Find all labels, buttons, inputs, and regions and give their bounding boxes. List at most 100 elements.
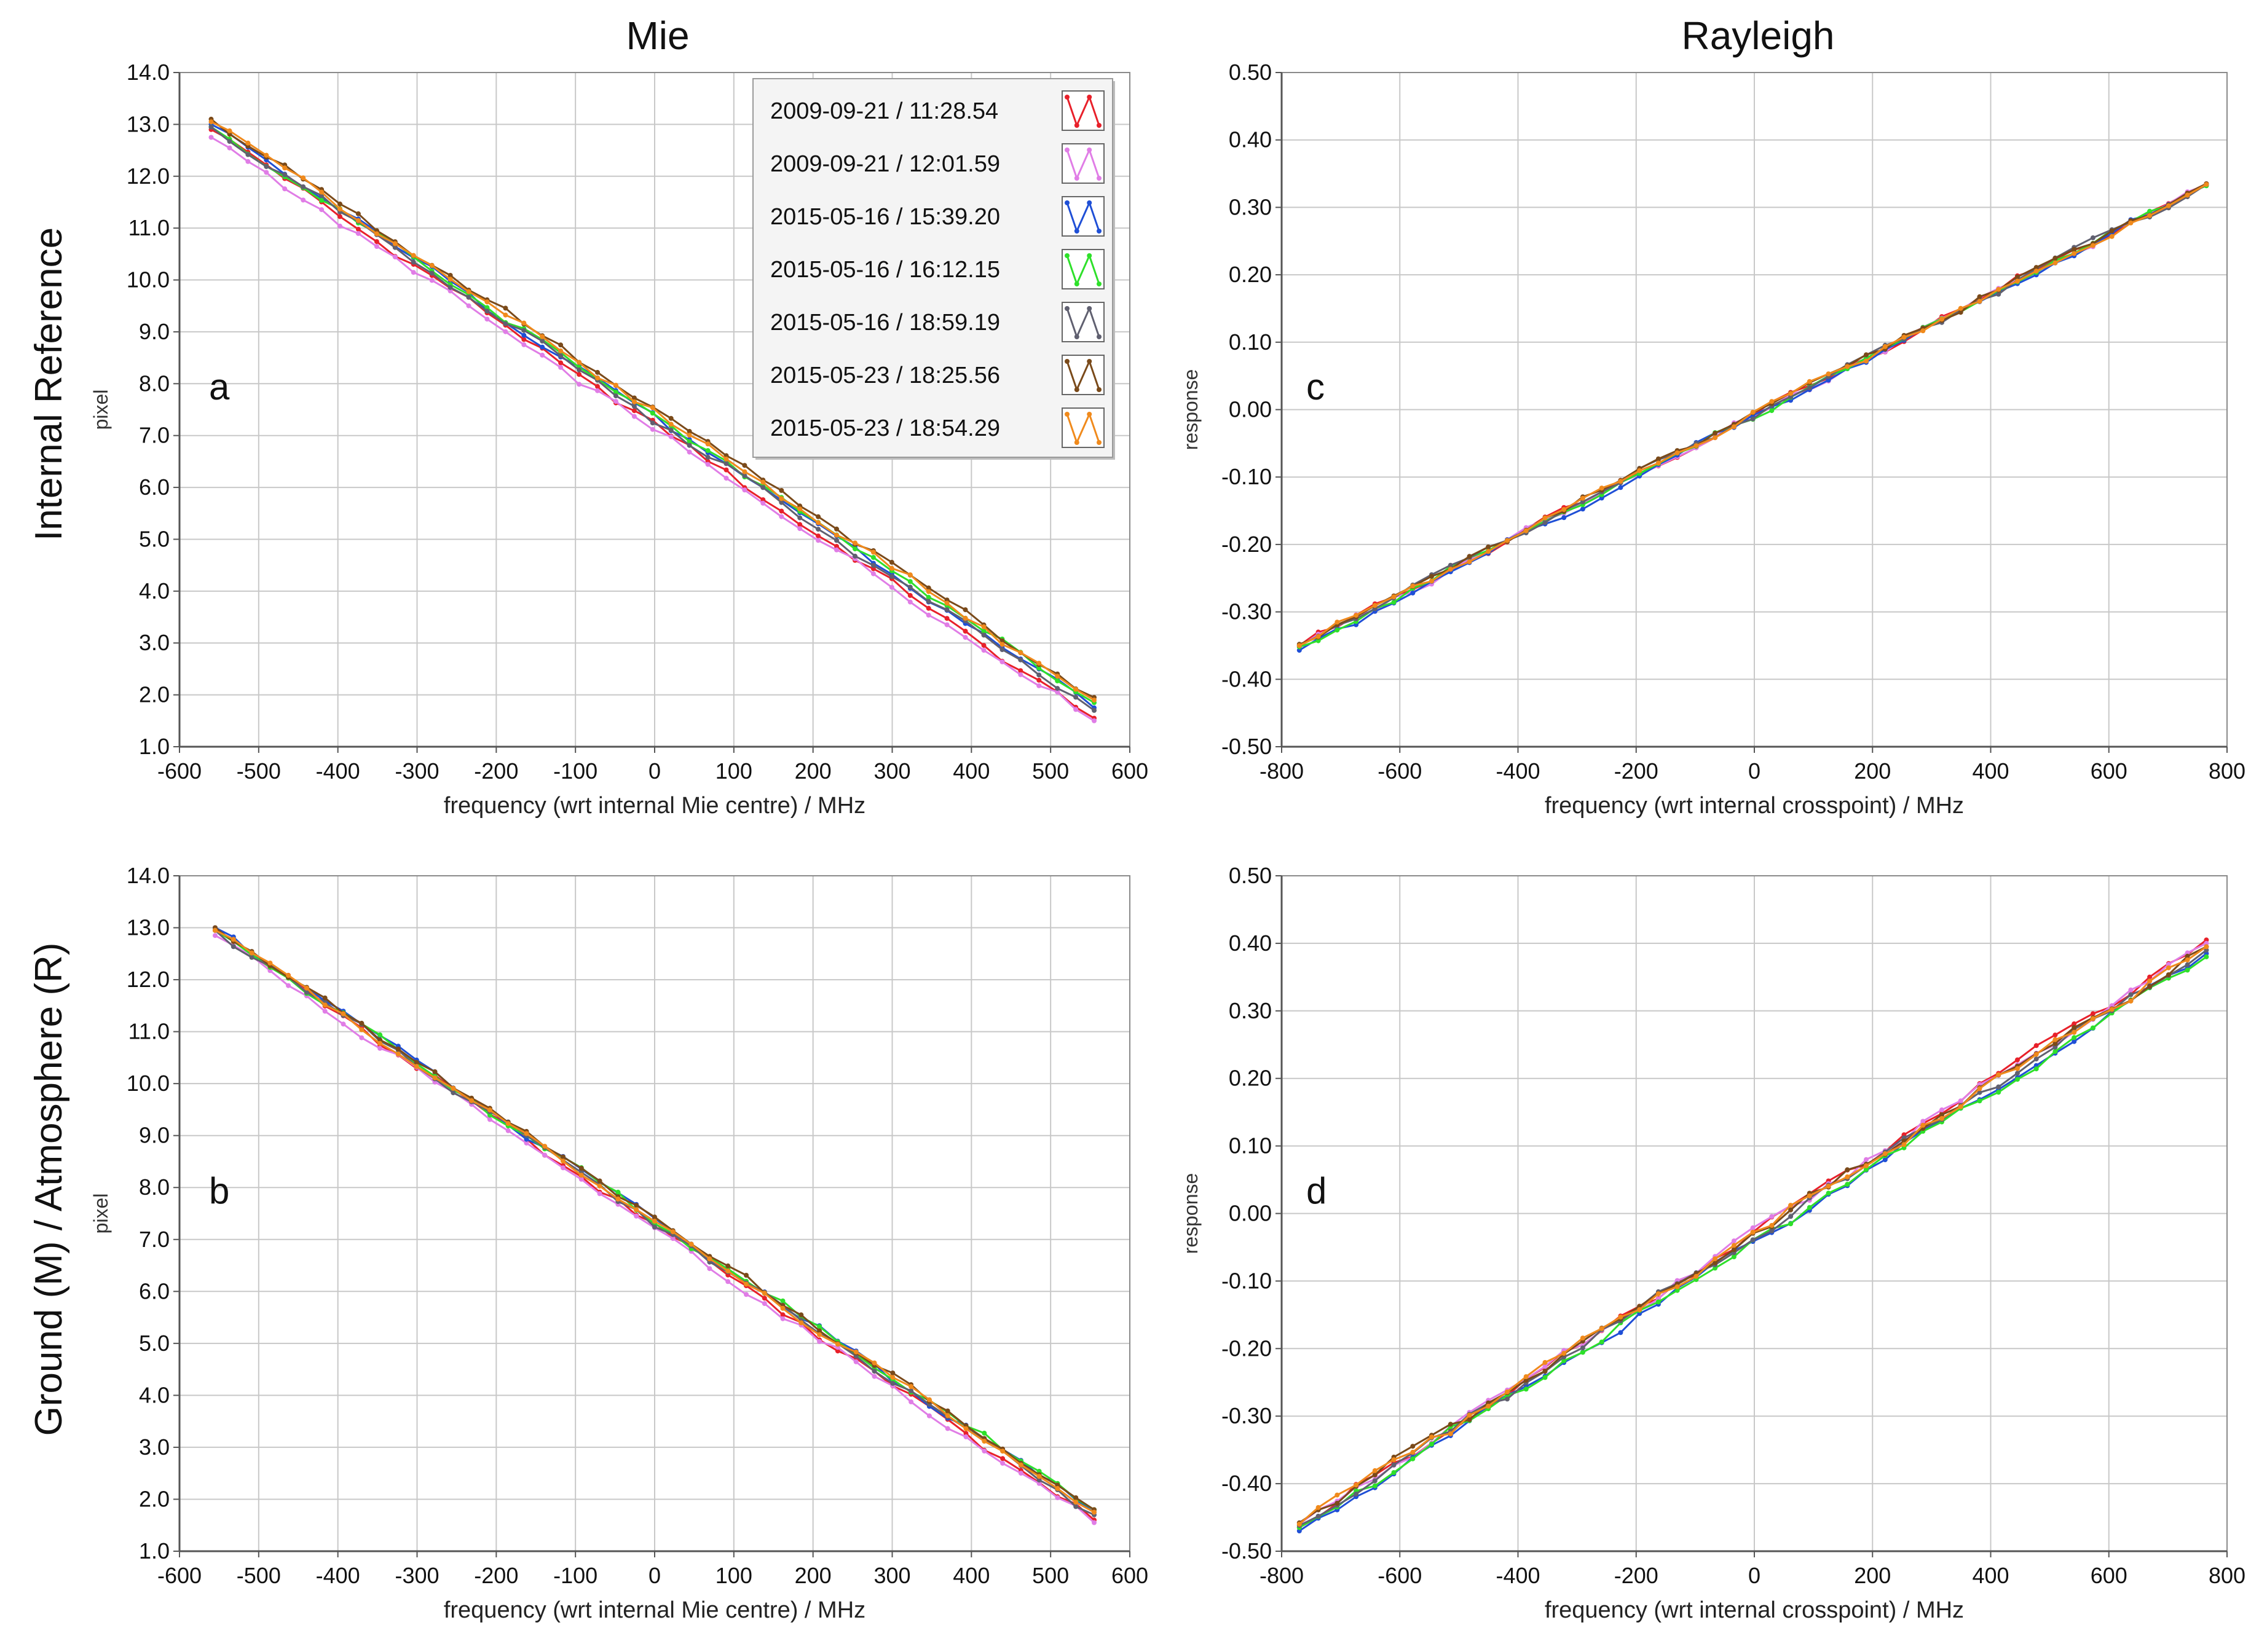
data-point bbox=[2072, 1021, 2077, 1026]
data-point bbox=[1580, 1345, 1585, 1351]
data-point bbox=[2128, 987, 2134, 993]
data-point bbox=[1055, 690, 1060, 694]
data-point bbox=[981, 628, 987, 634]
data-point bbox=[213, 927, 218, 933]
legend-label: 2015-05-16 / 16:12.15 bbox=[770, 257, 1000, 283]
data-point bbox=[1958, 305, 1963, 311]
data-point bbox=[890, 1371, 896, 1375]
data-point bbox=[1448, 1422, 1453, 1427]
y-tick-label: 0.50 bbox=[1229, 863, 1272, 888]
data-point bbox=[1580, 1350, 1585, 1355]
data-point bbox=[2052, 1044, 2058, 1050]
data-point bbox=[981, 648, 987, 653]
data-point bbox=[1486, 545, 1491, 549]
data-point bbox=[1092, 1509, 1097, 1515]
data-point bbox=[1410, 1456, 1416, 1461]
data-point bbox=[1429, 1441, 1434, 1447]
data-point bbox=[1901, 334, 1907, 340]
data-point bbox=[1561, 507, 1567, 512]
data-point bbox=[688, 1241, 694, 1247]
y-tick-label: 1.0 bbox=[139, 1538, 170, 1564]
y-tick-label: -0.40 bbox=[1221, 666, 1272, 691]
y-tick-label: 8.0 bbox=[139, 1174, 170, 1200]
data-point bbox=[578, 1176, 584, 1182]
data-point bbox=[615, 1197, 621, 1202]
data-point bbox=[1092, 707, 1097, 713]
data-point bbox=[1018, 650, 1023, 655]
data-point bbox=[1372, 1472, 1378, 1477]
legend-swatch-marker bbox=[1065, 359, 1070, 364]
data-point bbox=[1429, 578, 1434, 584]
data-point bbox=[944, 616, 950, 621]
data-point bbox=[2052, 1048, 2058, 1054]
data-point bbox=[926, 605, 931, 611]
data-point bbox=[2128, 992, 2134, 997]
legend-swatch-marker bbox=[1097, 229, 1102, 234]
data-point bbox=[834, 544, 839, 549]
data-point bbox=[650, 427, 655, 432]
data-point bbox=[798, 1312, 804, 1318]
data-point bbox=[926, 589, 931, 594]
data-point bbox=[650, 411, 655, 416]
x-tick-label: 300 bbox=[873, 758, 910, 784]
data-point bbox=[1807, 385, 1812, 390]
data-point bbox=[1523, 528, 1529, 533]
data-point bbox=[944, 607, 950, 613]
data-point bbox=[227, 132, 232, 137]
data-point bbox=[1018, 672, 1023, 677]
data-point bbox=[597, 1183, 602, 1189]
y-tick-label: 11.0 bbox=[128, 1019, 170, 1044]
data-point bbox=[231, 944, 236, 950]
data-point bbox=[650, 420, 655, 426]
data-point bbox=[1018, 1462, 1023, 1468]
x-tick-label: -800 bbox=[1260, 1563, 1304, 1588]
data-point bbox=[834, 532, 839, 538]
data-point bbox=[890, 1375, 896, 1380]
data-point bbox=[1410, 1444, 1416, 1449]
panel-letter: a bbox=[209, 366, 230, 407]
data-point bbox=[1448, 562, 1453, 568]
data-point bbox=[1092, 718, 1097, 723]
legend-swatch-line bbox=[1066, 411, 1100, 446]
data-point bbox=[1713, 430, 1718, 436]
data-point bbox=[1713, 1265, 1718, 1271]
data-point bbox=[577, 360, 582, 365]
x-tick-label: 500 bbox=[1032, 1563, 1069, 1588]
data-point bbox=[870, 549, 876, 555]
legend-swatch-marker bbox=[1087, 306, 1092, 311]
data-point bbox=[392, 254, 398, 260]
data-point bbox=[1354, 1482, 1359, 1488]
panel-letter: b bbox=[209, 1170, 229, 1211]
data-point bbox=[1731, 1243, 1737, 1248]
y-tick-label: 0.00 bbox=[1229, 397, 1272, 422]
legend-swatch-marker bbox=[1065, 412, 1070, 417]
data-point bbox=[1864, 352, 1869, 358]
data-point bbox=[1372, 603, 1378, 608]
row-title-ground-atmosphere: Ground (M) / Atmosphere (R) bbox=[28, 943, 70, 1436]
data-point bbox=[267, 961, 273, 966]
data-point bbox=[355, 227, 361, 232]
data-point bbox=[2185, 962, 2190, 967]
data-point bbox=[853, 1359, 859, 1364]
column-title-rayleigh: Rayleigh bbox=[1681, 14, 1834, 58]
data-point bbox=[392, 241, 398, 246]
data-point bbox=[926, 1397, 932, 1402]
data-point bbox=[687, 433, 692, 438]
data-point bbox=[595, 384, 600, 389]
x-tick-label: 0 bbox=[649, 1563, 661, 1588]
data-point bbox=[1996, 1084, 2001, 1090]
data-point bbox=[1580, 499, 1585, 505]
y-tick-label: 7.0 bbox=[139, 1227, 170, 1252]
legend-swatch-marker bbox=[1087, 359, 1092, 364]
data-point bbox=[1055, 1495, 1060, 1500]
data-point bbox=[595, 376, 600, 380]
data-point bbox=[1977, 299, 1982, 304]
data-point bbox=[540, 352, 545, 358]
data-point bbox=[542, 1144, 548, 1149]
data-point bbox=[1036, 683, 1042, 688]
data-point bbox=[558, 348, 564, 353]
data-point bbox=[1674, 1284, 1680, 1289]
data-point bbox=[487, 1112, 492, 1118]
data-point bbox=[355, 218, 361, 223]
y-tick-label: 3.0 bbox=[139, 1434, 170, 1460]
